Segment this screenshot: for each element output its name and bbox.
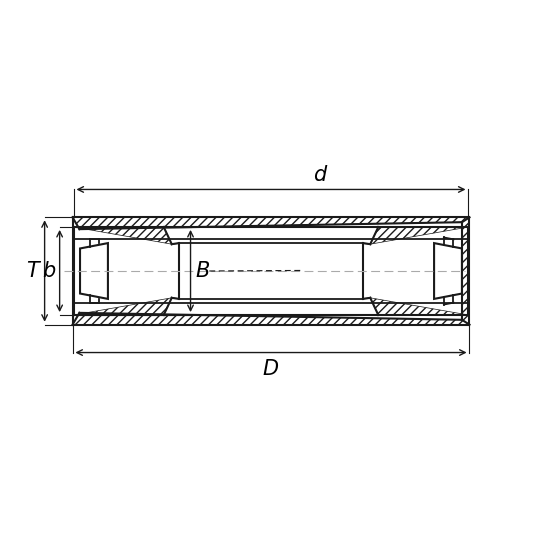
Polygon shape	[74, 227, 179, 244]
Polygon shape	[363, 298, 468, 315]
Polygon shape	[462, 217, 469, 325]
Polygon shape	[73, 217, 469, 229]
Text: b: b	[42, 261, 55, 281]
Text: D: D	[263, 359, 279, 379]
Text: T: T	[27, 261, 39, 281]
Polygon shape	[80, 243, 108, 299]
Polygon shape	[434, 243, 462, 299]
Polygon shape	[363, 227, 468, 244]
Text: B: B	[196, 261, 210, 281]
Polygon shape	[74, 298, 179, 315]
Polygon shape	[73, 313, 469, 325]
Text: d: d	[313, 165, 326, 185]
